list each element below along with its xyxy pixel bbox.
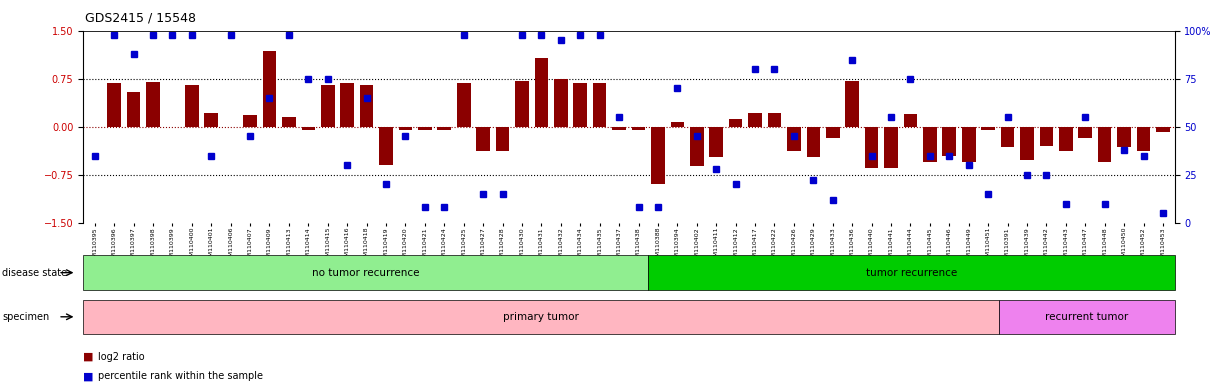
Bar bbox=[535, 58, 548, 127]
Bar bbox=[83, 255, 648, 290]
Bar bbox=[709, 127, 723, 157]
Bar bbox=[962, 127, 976, 162]
Bar bbox=[263, 51, 276, 127]
Text: ■: ■ bbox=[83, 371, 94, 381]
Bar bbox=[648, 255, 1175, 290]
Text: no tumor recurrence: no tumor recurrence bbox=[311, 268, 420, 278]
Bar bbox=[1098, 127, 1111, 162]
Bar bbox=[612, 127, 626, 130]
Bar bbox=[204, 113, 219, 127]
Bar bbox=[107, 83, 121, 127]
Bar bbox=[943, 127, 956, 156]
Bar bbox=[147, 82, 160, 127]
Bar bbox=[670, 122, 684, 127]
Text: GDS2415 / 15548: GDS2415 / 15548 bbox=[85, 12, 197, 25]
Bar bbox=[515, 81, 529, 127]
Bar bbox=[999, 300, 1175, 334]
Bar bbox=[476, 127, 490, 151]
Bar bbox=[982, 127, 995, 130]
Bar bbox=[380, 127, 393, 165]
Text: percentile rank within the sample: percentile rank within the sample bbox=[98, 371, 263, 381]
Bar bbox=[825, 127, 840, 138]
Bar bbox=[341, 83, 354, 127]
Bar bbox=[1021, 127, 1034, 160]
Text: ■: ■ bbox=[83, 352, 94, 362]
Text: specimen: specimen bbox=[2, 312, 50, 322]
Bar bbox=[807, 127, 821, 157]
Bar bbox=[1078, 127, 1092, 138]
Bar bbox=[457, 83, 470, 127]
Bar bbox=[1059, 127, 1072, 151]
Bar bbox=[302, 127, 315, 130]
Bar bbox=[748, 113, 762, 127]
Bar bbox=[884, 127, 897, 168]
Bar bbox=[845, 81, 860, 127]
Bar bbox=[1039, 127, 1054, 146]
Bar bbox=[923, 127, 937, 162]
Text: disease state: disease state bbox=[2, 268, 67, 278]
Text: primary tumor: primary tumor bbox=[503, 312, 579, 322]
Bar bbox=[321, 85, 335, 127]
Bar bbox=[690, 127, 703, 166]
Bar bbox=[83, 300, 999, 334]
Bar bbox=[864, 127, 878, 168]
Bar bbox=[593, 83, 607, 127]
Bar bbox=[574, 83, 587, 127]
Bar bbox=[1137, 127, 1150, 151]
Bar bbox=[904, 114, 917, 127]
Bar bbox=[788, 127, 801, 151]
Bar bbox=[729, 119, 742, 127]
Bar bbox=[437, 127, 451, 130]
Bar bbox=[1001, 127, 1015, 147]
Bar bbox=[127, 91, 140, 127]
Text: log2 ratio: log2 ratio bbox=[98, 352, 144, 362]
Bar bbox=[282, 117, 295, 127]
Bar bbox=[1156, 127, 1170, 132]
Bar bbox=[243, 115, 256, 127]
Text: tumor recurrence: tumor recurrence bbox=[866, 268, 957, 278]
Bar bbox=[1117, 127, 1131, 147]
Bar bbox=[360, 85, 374, 127]
Bar bbox=[418, 127, 432, 130]
Text: recurrent tumor: recurrent tumor bbox=[1045, 312, 1128, 322]
Bar bbox=[398, 127, 413, 130]
Bar bbox=[768, 113, 781, 127]
Bar bbox=[651, 127, 664, 184]
Bar bbox=[496, 127, 509, 151]
Bar bbox=[186, 85, 199, 127]
Bar bbox=[554, 79, 568, 127]
Bar bbox=[631, 127, 646, 130]
